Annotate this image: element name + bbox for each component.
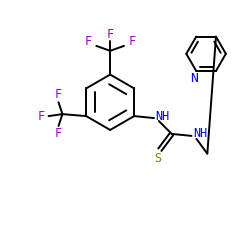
Text: N: N — [190, 72, 198, 85]
Text: S: S — [154, 152, 162, 165]
Text: NH: NH — [156, 110, 170, 122]
Text: NH: NH — [193, 128, 208, 140]
Text: F: F — [106, 28, 114, 40]
Text: F: F — [128, 36, 136, 49]
Text: F: F — [55, 88, 62, 101]
Text: F: F — [85, 36, 92, 49]
Text: F: F — [37, 110, 44, 122]
Text: F: F — [55, 128, 62, 140]
